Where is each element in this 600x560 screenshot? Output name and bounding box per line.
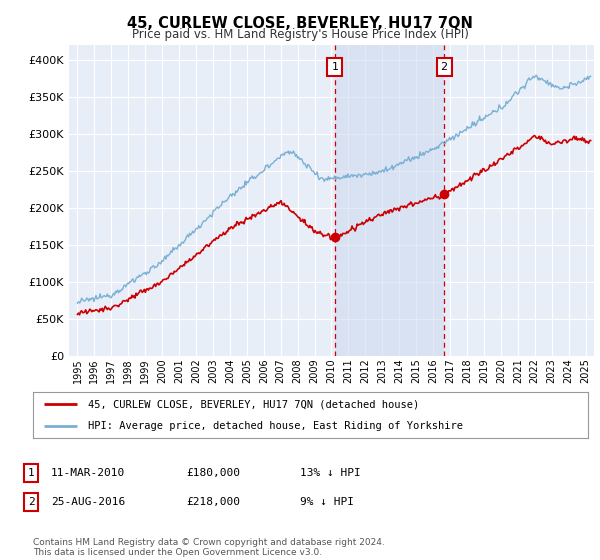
Text: 25-AUG-2016: 25-AUG-2016: [51, 497, 125, 507]
Bar: [335, 45, 444, 356]
Text: 45, CURLEW CLOSE, BEVERLEY, HU17 7QN (detached house): 45, CURLEW CLOSE, BEVERLEY, HU17 7QN (de…: [89, 399, 420, 409]
Text: Price paid vs. HM Land Registry's House Price Index (HPI): Price paid vs. HM Land Registry's House …: [131, 28, 469, 41]
Text: £218,000: £218,000: [186, 497, 240, 507]
Text: 1: 1: [331, 62, 338, 72]
Text: 45, CURLEW CLOSE, BEVERLEY, HU17 7QN: 45, CURLEW CLOSE, BEVERLEY, HU17 7QN: [127, 16, 473, 31]
Text: Contains HM Land Registry data © Crown copyright and database right 2024.
This d: Contains HM Land Registry data © Crown c…: [33, 538, 385, 557]
Text: 13% ↓ HPI: 13% ↓ HPI: [300, 468, 361, 478]
Text: 2: 2: [440, 62, 448, 72]
Text: 2: 2: [28, 497, 35, 507]
Text: HPI: Average price, detached house, East Riding of Yorkshire: HPI: Average price, detached house, East…: [89, 422, 464, 431]
Text: 9% ↓ HPI: 9% ↓ HPI: [300, 497, 354, 507]
Text: 11-MAR-2010: 11-MAR-2010: [51, 468, 125, 478]
Text: 1: 1: [28, 468, 35, 478]
Text: £180,000: £180,000: [186, 468, 240, 478]
